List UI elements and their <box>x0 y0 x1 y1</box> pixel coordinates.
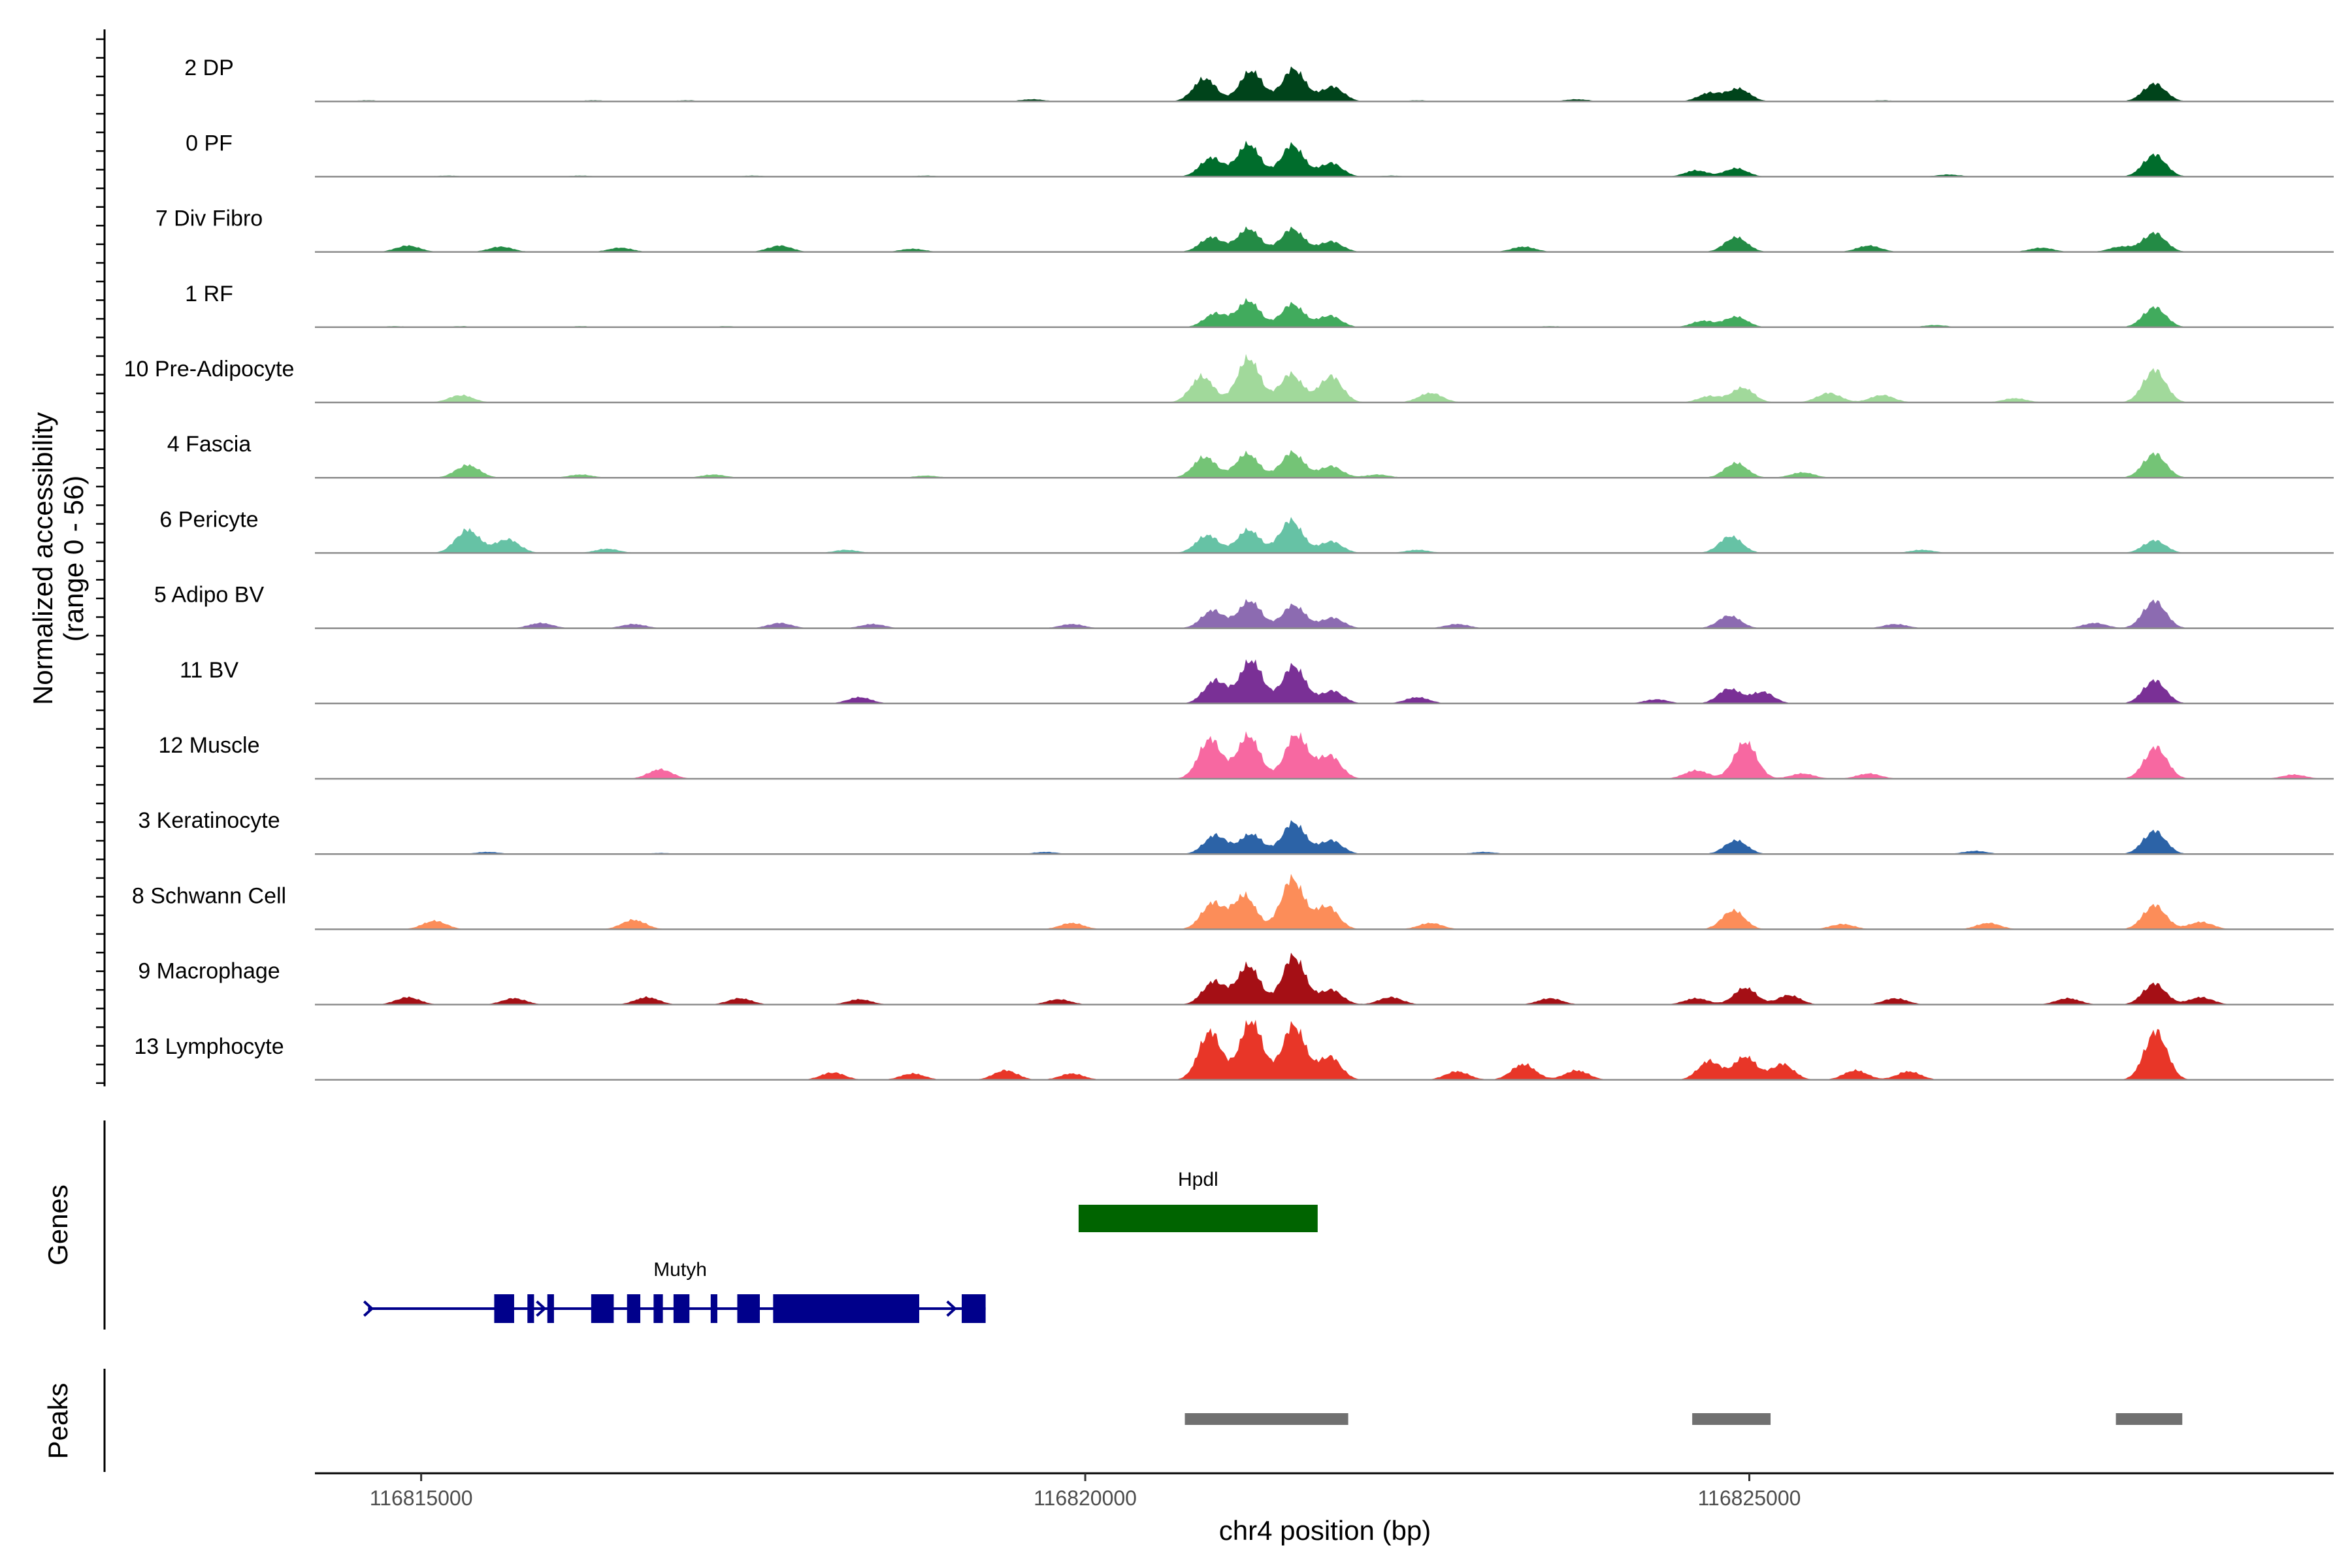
track-label: 7 Div Fibro <box>155 206 263 231</box>
gene-exon <box>653 1294 663 1323</box>
track-label: 1 RF <box>185 282 233 306</box>
y-axis-label-line2: (range 0 - 56) <box>58 476 89 642</box>
peaks-panel <box>103 1369 2183 1472</box>
coverage-area <box>315 140 2334 177</box>
track-9: 11 BV <box>180 658 2334 705</box>
track-1: 2 DP <box>184 56 2334 103</box>
track-8: 5 Adipo BV <box>154 583 2334 629</box>
peak-1 <box>1184 1413 1348 1425</box>
coverage-area <box>315 731 2334 779</box>
track-10: 12 Muscle <box>159 731 2334 780</box>
track-14: 13 Lymphocyte <box>134 1019 2334 1081</box>
track-label: 0 PF <box>186 131 233 155</box>
track-label: 5 Adipo BV <box>154 583 265 608</box>
gene-label: Mutyh <box>653 1259 707 1281</box>
gene-exon <box>962 1294 986 1323</box>
coverage-area <box>315 953 2334 1005</box>
peak-3 <box>2115 1413 2183 1425</box>
gene-label: Hpdl <box>1178 1169 1218 1190</box>
gene-exon <box>773 1294 919 1323</box>
track-label: 9 Macrophage <box>138 959 280 984</box>
gene-exon <box>673 1294 690 1323</box>
genes-panel-label: Genes <box>42 1184 73 1266</box>
gene-exon <box>1078 1205 1318 1232</box>
track-2: 0 PF <box>186 131 2334 178</box>
coverage-area <box>315 449 2334 478</box>
gene-exon <box>591 1294 614 1323</box>
track-label: 8 Schwann Cell <box>132 883 286 908</box>
track-11: 3 Keratinocyte <box>138 808 2334 855</box>
genes-panel: Hpdl Mutyh <box>103 1120 1318 1330</box>
coverage-area <box>315 226 2334 252</box>
track-5: 10 Pre-Adipocyte <box>124 353 2334 404</box>
gene-Mutyh: Mutyh <box>363 1259 986 1323</box>
track-4: 1 RF <box>185 282 2334 329</box>
coverage-area <box>315 659 2334 704</box>
gene-Hpdl: Hpdl <box>1078 1169 1318 1232</box>
y-axis-label-line1: Normalized accessibility <box>27 412 58 705</box>
track-7: 6 Pericyte <box>159 507 2334 554</box>
gene-exon <box>710 1294 717 1323</box>
track-6: 4 Fascia <box>167 432 2334 479</box>
gene-exon <box>737 1294 760 1323</box>
coverage-area <box>315 517 2334 553</box>
coverage-area <box>315 66 2334 102</box>
track-label: 2 DP <box>184 56 234 80</box>
track-13: 9 Macrophage <box>138 953 2334 1005</box>
peak-2 <box>1692 1413 1771 1425</box>
x-tick-label: 116815000 <box>370 1486 473 1510</box>
strand-arrow <box>946 1300 957 1317</box>
x-tick-label: 116825000 <box>1698 1486 1801 1510</box>
gene-exon <box>527 1294 534 1323</box>
strand-arrow <box>363 1300 374 1317</box>
coverage-panel: 2 DP 0 PF 7 Div Fibro 1 RF 10 Pre-Adipocyte 4… <box>96 29 2334 1086</box>
track-label: 10 Pre-Adipocyte <box>124 357 295 382</box>
track-label: 3 Keratinocyte <box>138 808 280 833</box>
track-label: 6 Pericyte <box>159 507 258 532</box>
strand-arrow <box>536 1300 547 1317</box>
coverage-area <box>315 298 2334 327</box>
track-label: 13 Lymphocyte <box>134 1034 284 1059</box>
track-label: 4 Fascia <box>167 432 252 457</box>
x-axis-label: chr4 position (bp) <box>1219 1515 1431 1546</box>
coverage-area <box>315 820 2334 855</box>
track-3: 7 Div Fibro <box>155 206 2334 253</box>
gene-exon <box>547 1294 554 1323</box>
coverage-area <box>315 598 2334 629</box>
x-axis: 116815000 116820000 116825000 <box>315 1472 2334 1510</box>
gene-exon <box>494 1294 514 1323</box>
gene-exon <box>627 1294 641 1323</box>
coverage-area <box>315 874 2334 930</box>
peaks-panel-label: Peaks <box>42 1383 73 1460</box>
track-label: 11 BV <box>180 658 238 683</box>
coverage-area <box>315 1019 2334 1080</box>
track-12: 8 Schwann Cell <box>132 874 2334 930</box>
track-label: 12 Muscle <box>159 733 260 758</box>
x-tick-label: 116820000 <box>1034 1486 1137 1510</box>
coverage-area <box>315 353 2334 402</box>
